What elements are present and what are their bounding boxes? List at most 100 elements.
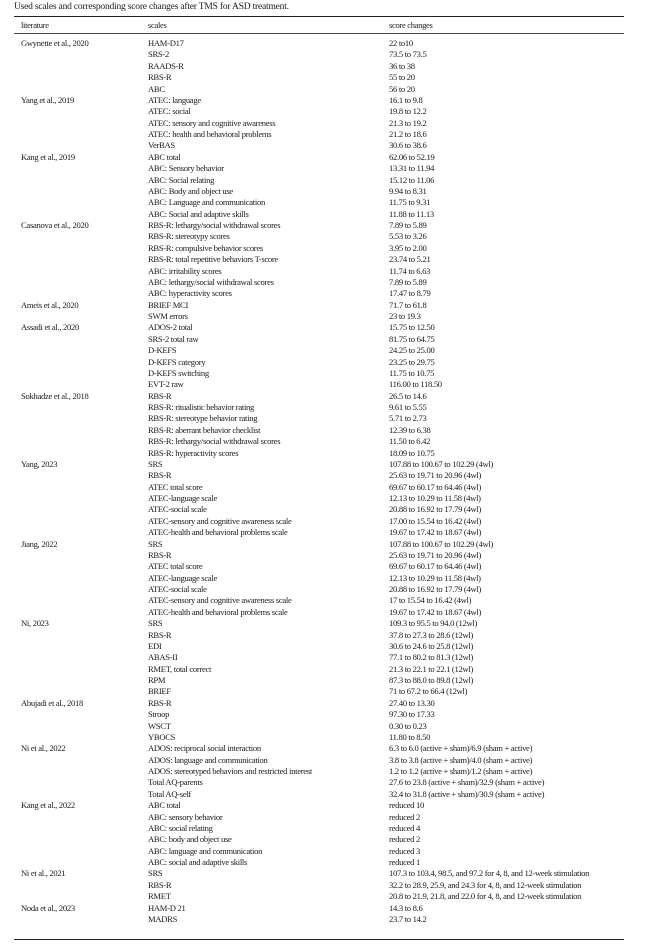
score-change-cell: 12.13 to 10.29 to 11.58 (4wl) — [389, 572, 481, 583]
literature-cell: Ameis et al., 2020 — [21, 299, 79, 310]
score-change-cell: 5.53 to 3.26 — [389, 231, 427, 242]
table-row: ATEC-social scale 20.88 to 16.92 to 17.79… — [0, 584, 647, 595]
literature-cell: Abujadi et al., 2018 — [21, 697, 84, 708]
table-row: ABAS-II 77.1 to 80.2 to 81.3 (12wl) — [0, 652, 647, 663]
scale-cell: RBS-R — [148, 72, 172, 83]
scale-cell: RBS-R: lethargy/social withdrawal scores — [148, 436, 281, 447]
score-change-cell: reduced 4 — [389, 822, 420, 833]
literature-cell: Jiang, 2022 — [21, 538, 58, 549]
scale-cell: SRS-2 total raw — [148, 333, 199, 344]
table-row: ATEC-language scale 12.13 to 10.29 to 11.… — [0, 493, 647, 504]
table-row: ABC: language and communication reduced 3 — [0, 846, 647, 857]
score-change-cell: 11.75 to 9.31 — [389, 197, 431, 208]
scale-cell: SRS — [148, 538, 163, 549]
scale-cell: ABC: language and communication — [148, 845, 263, 856]
table-row: RBS-R 25.63 to 19.71 to 20.96 (4wl) — [0, 550, 647, 561]
scale-cell: SRS-2 — [148, 49, 169, 60]
table-row: Kang et al., 2019 ABC total 62.06 to 52.19 — [0, 152, 647, 163]
scale-cell: ABC: sensory behavior — [148, 811, 223, 822]
header-literature: literature — [21, 20, 49, 30]
table-row: Total AQ-self 32.4 to 31.8 (active + sham… — [0, 789, 647, 800]
scale-cell: ATEC-language scale — [148, 572, 217, 583]
scale-cell: WSCT — [148, 720, 171, 731]
table-row: Casanova et al., 2020 RBS-R: lethargy/soc… — [0, 220, 647, 231]
table-row: RBS-R: compulsive behavior scores 3.95 to… — [0, 243, 647, 254]
score-change-cell: 27.6 to 23.8 (active + sham)/32.9 (sham … — [389, 777, 545, 788]
table-row: VerBAS 30.6 to 38.6 — [0, 140, 647, 151]
table-row: RAADS-R 36 to 38 — [0, 61, 647, 72]
scale-cell: ABAS-II — [148, 652, 178, 663]
scale-cell: ABC: Social and adaptive skills — [148, 208, 249, 219]
score-change-cell: 116.00 to 118.50 — [389, 379, 442, 390]
scale-cell: ADOS-2 total — [148, 322, 193, 333]
scale-cell: ABC total — [148, 800, 181, 811]
scale-cell: Total AQ-self — [148, 788, 191, 799]
table-row: RBS-R 25.63 to 19.71 to 20.96 (4wl) — [0, 470, 647, 481]
score-change-cell: 19.67 to 17.42 to 18.67 (4wl) — [389, 606, 482, 617]
table-row: ABC: social and adaptive skills reduced 1 — [0, 857, 647, 868]
scale-cell: Stroop — [148, 709, 170, 720]
score-change-cell: 87.3 to 88.0 to 89.8 (12wl) — [389, 675, 474, 685]
table-row: Gwynette et al., 2020 HAM-D17 22 to10 — [0, 38, 647, 49]
score-change-cell: 3.8 to 3.8 (active + sham)/4.0 (sham + a… — [389, 754, 533, 765]
table-row: Assadi et al., 2020 ADOS-2 total 15.75 to … — [0, 322, 647, 333]
table-row: ABC: irritability scores 11.74 to 6.63 — [0, 266, 647, 277]
table-row: ABC: Social and adaptive skills 11.88 to … — [0, 209, 647, 220]
scale-cell: RBS-R — [148, 879, 172, 890]
table-row: ABC: social relating reduced 4 — [0, 823, 647, 834]
scale-cell: ABC — [148, 83, 165, 94]
table-row: MADRS 23.7 to 14.2 — [0, 914, 647, 925]
score-change-cell: 71.7 to 61.8 — [389, 299, 427, 310]
score-change-cell: reduced 2 — [389, 834, 420, 845]
score-change-cell: 21.2 to 18.6 — [389, 129, 427, 139]
table-row: SRS-2 total raw 81.75 to 64.75 — [0, 334, 647, 345]
scale-cell: EDI — [148, 640, 162, 651]
scale-cell: RBS-R: stereotype behavior rating — [148, 413, 258, 424]
table-row: RBS-R: lethargy/social withdrawal scores… — [0, 436, 647, 447]
scale-cell: ATEC: sensory and cognitive awareness — [148, 117, 276, 128]
score-change-cell: reduced 1 — [389, 857, 420, 867]
table-row: ATEC-sensory and cognitive awareness sca… — [0, 516, 647, 527]
table-body: Gwynette et al., 2020 HAM-D17 22 to10 SRS-2… — [0, 38, 647, 925]
scale-cell: ADOS: stereotyped behaviors and restrict… — [148, 766, 312, 776]
score-change-cell: 107.88 to 100.67 to 102.29 (4wl) — [389, 458, 494, 469]
literature-cell: Kang et al., 2022 — [21, 800, 75, 811]
table-row: ABC: Social relating 15.12 to 11.06 — [0, 175, 647, 186]
scale-cell: RBS-R: stereotypy scores — [148, 231, 230, 242]
literature-cell: Kang et al., 2019 — [21, 151, 75, 162]
table-caption: Used scales and corresponding score chan… — [14, 2, 289, 12]
scale-cell: RBS-R — [148, 470, 172, 481]
literature-cell: Noda et al., 2023 — [21, 902, 75, 913]
score-change-cell: 81.75 to 64.75 — [389, 333, 435, 344]
score-change-cell: 1.2 to 1.2 (active + sham)/1.2 (sham + a… — [389, 766, 533, 776]
score-change-cell: 37.8 to 27.3 to 28.6 (12wl) — [389, 629, 474, 640]
score-change-cell: 19.67 to 17.42 to 18.67 (4wl) — [389, 527, 482, 538]
header-rule — [14, 33, 624, 34]
score-change-cell: 69.67 to 60.17 to 64.46 (4wl) — [389, 481, 482, 492]
scale-cell: RBS-R: total repetitive behaviors T-scor… — [148, 254, 278, 265]
score-change-cell: 109.3 to 95.5 to 94.0 (12wl) — [389, 618, 478, 629]
scale-cell: RAADS-R — [148, 60, 184, 71]
table-row: RMET 20.8 to 21.9, 21.8, and 22.0 for 4, … — [0, 891, 647, 902]
score-change-cell: 11.88 to 11.13 — [389, 208, 434, 219]
scale-cell: ABC: social and adaptive skills — [148, 857, 248, 867]
scale-cell: ATEC: language — [148, 94, 201, 105]
scale-cell: ABC: Sensory behavior — [148, 163, 224, 174]
literature-cell: Assadi et al., 2020 — [21, 322, 80, 333]
scale-cell: ATEC-social scale — [148, 504, 207, 515]
score-change-cell: 107.3 to 103.4, 98.5, and 97.2 for 4, 8,… — [389, 868, 590, 879]
score-change-cell: 18.09 to 10.75 — [389, 447, 435, 458]
score-change-cell: 107.88 to 100.67 to 102.29 (4wl) — [389, 538, 494, 549]
scale-cell: RPM — [148, 675, 166, 685]
scale-cell: BRIEF — [148, 686, 171, 697]
score-change-cell: 97.30 to 17.33 — [389, 709, 435, 720]
scale-cell: ATEC-sensory and cognitive awareness sca… — [148, 595, 292, 606]
scale-cell: ABC total — [148, 151, 181, 162]
score-change-cell: 3.95 to 2.00 — [389, 242, 427, 253]
table-row: BRIEF 71 to 67.2 to 66.4 (12wl) — [0, 686, 647, 697]
table-row: ATEC-language scale 12.13 to 10.29 to 11.… — [0, 573, 647, 584]
scale-cell: RBS-R — [148, 629, 172, 640]
score-change-cell: 14.3 to 8.6 — [389, 902, 423, 913]
scale-cell: YBOCS — [148, 731, 176, 742]
score-change-cell: 9.61 to 5.55 — [389, 402, 427, 412]
